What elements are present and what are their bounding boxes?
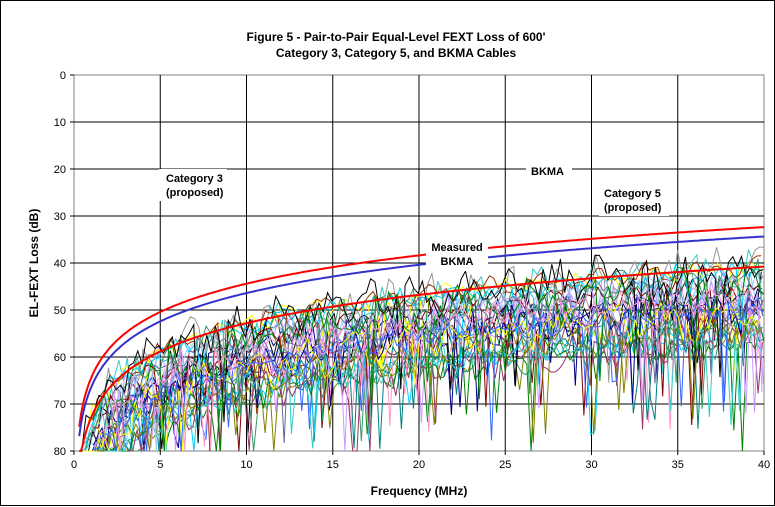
chart-subtitle: Category 3, Category 5, and BKMA Cables bbox=[276, 46, 517, 60]
measured-trace bbox=[82, 310, 764, 453]
y-axis-label: EL-FEXT Loss (dB) bbox=[27, 209, 41, 318]
y-tick-label: 30 bbox=[54, 211, 66, 223]
annotation-cat3-line1: Category 3 bbox=[166, 173, 223, 185]
limit-series-group bbox=[78, 226, 765, 452]
series-category-5-proposed bbox=[79, 265, 765, 452]
y-tick-label: 40 bbox=[54, 258, 66, 270]
x-tick-label: 20 bbox=[413, 459, 425, 471]
annotation-cat5-line2: (proposed) bbox=[604, 202, 662, 214]
x-tick-label: 10 bbox=[240, 459, 252, 471]
y-tick-label: 50 bbox=[54, 305, 66, 317]
x-tick-label: 5 bbox=[157, 459, 163, 471]
y-tick-label: 0 bbox=[60, 70, 66, 82]
x-tick-label: 0 bbox=[71, 459, 77, 471]
x-tick-label: 40 bbox=[758, 459, 770, 471]
measured-trace bbox=[85, 289, 764, 452]
chart-title: Figure 5 - Pair-to-Pair Equal-Level FEXT… bbox=[247, 30, 546, 44]
x-tick-label: 25 bbox=[499, 459, 511, 471]
measured-trace bbox=[80, 311, 763, 452]
series-category-3-proposed bbox=[78, 226, 765, 427]
measured-trace bbox=[90, 265, 765, 452]
series-bkma bbox=[78, 235, 765, 437]
y-tick-label: 70 bbox=[54, 399, 66, 411]
measured-series-group bbox=[80, 246, 765, 453]
annotation-bg-cat5 bbox=[599, 184, 669, 216]
measured-trace bbox=[81, 254, 764, 452]
annotation-measured-line2: BKMA bbox=[441, 256, 474, 268]
x-tick-label: 15 bbox=[327, 459, 339, 471]
annotation-bg-bkma bbox=[526, 163, 572, 179]
annotation-cat3-line2: (proposed) bbox=[166, 187, 224, 199]
x-axis-ticks: 0 5 10 15 20 25 30 35 40 bbox=[71, 451, 770, 471]
annotation-bg-cat3 bbox=[159, 169, 227, 201]
x-axis-label: Frequency (MHz) bbox=[371, 484, 468, 498]
y-tick-label: 20 bbox=[54, 164, 66, 176]
y-axis-ticks: 0 10 20 30 40 50 60 70 80 bbox=[54, 70, 74, 458]
annotation-bkma: BKMA bbox=[531, 166, 564, 178]
y-tick-label: 60 bbox=[54, 352, 66, 364]
annotation-cat5-line1: Category 5 bbox=[604, 188, 661, 200]
annotations: Category 3 (proposed) BKMA Measured BKMA… bbox=[159, 163, 669, 271]
annotation-measured-line1: Measured bbox=[431, 242, 482, 254]
y-tick-label: 80 bbox=[54, 446, 66, 458]
measured-trace bbox=[98, 282, 764, 452]
x-tick-label: 35 bbox=[672, 459, 684, 471]
measured-trace bbox=[84, 258, 763, 452]
x-tick-label: 30 bbox=[585, 459, 597, 471]
y-tick-label: 10 bbox=[54, 117, 66, 129]
annotation-bg-measured bbox=[426, 239, 488, 271]
